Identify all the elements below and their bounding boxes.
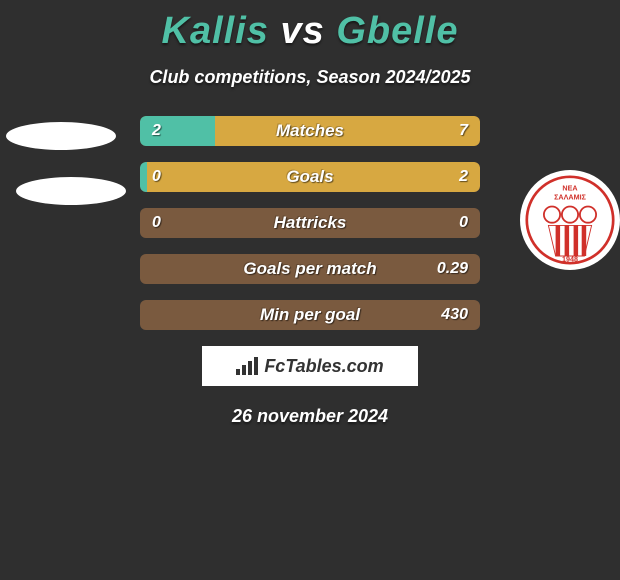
player1-name: Kallis	[162, 10, 269, 52]
stat-label: Goals	[140, 162, 480, 192]
left-club-placeholder-2	[16, 177, 126, 205]
source-logo-text: FcTables.com	[264, 356, 383, 377]
stats-rows: 2 Matches 7 0 Goals 2 0 Hattricks 0 Goal…	[140, 116, 480, 330]
stat-label: Matches	[140, 116, 480, 146]
vs-text: vs	[269, 10, 336, 52]
stat-row-hattricks: 0 Hattricks 0	[140, 208, 480, 238]
stat-row-goals-per-match: Goals per match 0.29	[140, 254, 480, 284]
right-club-badge: NEA ΣΑΛΑΜΙΣ 1948	[520, 170, 620, 270]
stat-row-goals: 0 Goals 2	[140, 162, 480, 192]
stat-value-right: 2	[459, 162, 468, 192]
source-logo: FcTables.com	[202, 346, 418, 386]
svg-text:NEA: NEA	[562, 183, 577, 192]
stat-value-right: 0	[459, 208, 468, 238]
date-text: 26 november 2024	[0, 406, 620, 427]
stat-row-matches: 2 Matches 7	[140, 116, 480, 146]
bars-icon	[236, 357, 258, 375]
stat-value-right: 430	[441, 300, 468, 330]
stat-label: Min per goal	[140, 300, 480, 330]
stat-label: Hattricks	[140, 208, 480, 238]
stat-label: Goals per match	[140, 254, 480, 284]
comparison-title: Kallis vs Gbelle	[0, 0, 620, 53]
subtitle: Club competitions, Season 2024/2025	[0, 67, 620, 88]
club-crest-icon: NEA ΣΑΛΑΜΙΣ 1948	[525, 175, 615, 265]
left-club-placeholder-1	[6, 122, 116, 150]
stat-value-right: 0.29	[437, 254, 468, 284]
stat-row-min-per-goal: Min per goal 430	[140, 300, 480, 330]
svg-text:ΣΑΛΑΜΙΣ: ΣΑΛΑΜΙΣ	[554, 192, 586, 201]
stat-value-right: 7	[459, 116, 468, 146]
svg-text:1948: 1948	[562, 254, 578, 263]
player2-name: Gbelle	[336, 10, 458, 52]
